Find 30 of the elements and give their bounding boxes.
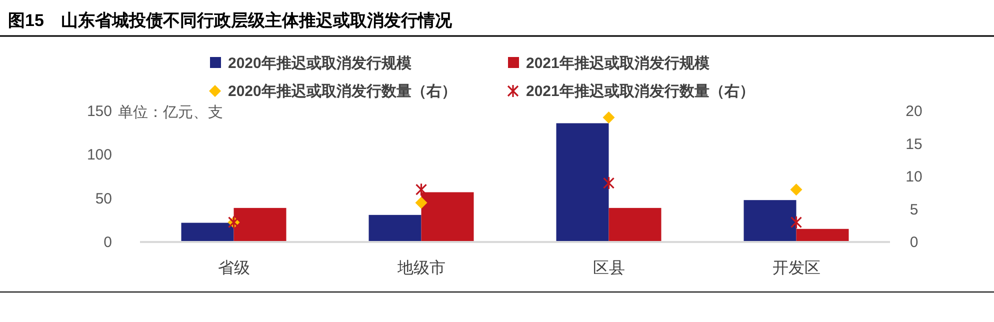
point (602, 176, 615, 190)
bar (744, 200, 796, 242)
bar (556, 123, 609, 242)
point (415, 196, 428, 209)
annotation: 单位：亿元、支 (118, 104, 223, 121)
x-tick-label: 区县 (592, 260, 625, 277)
x-tick-label: 省级 (218, 259, 250, 277)
x-tick-label: 开发区 (772, 260, 820, 277)
bar (181, 222, 234, 242)
y-tick-label: 150 (86, 103, 112, 120)
bar (368, 214, 422, 242)
x-tick-label: 地级市 (396, 259, 446, 277)
bar (608, 208, 662, 242)
y2-tick-label: 5 (910, 201, 918, 218)
legend-label: 2021年推迟或取消发行数量（右） (526, 83, 754, 100)
y-tick-label: 50 (95, 190, 112, 208)
y-tick-label: 0 (104, 234, 112, 251)
point (602, 112, 615, 124)
chart-title: 图15 山东省城投债不同行政层级主体推迟或取消发行情况 (8, 11, 453, 30)
legend-label: 2020年推迟或取消发行规模 (228, 55, 412, 72)
y2-tick-label: 10 (906, 168, 922, 186)
y2-tick-label: 0 (910, 234, 918, 251)
y-tick-label: 100 (86, 146, 112, 164)
y2-tick-label: 20 (906, 103, 922, 120)
point (415, 182, 428, 196)
y2-tick-label: 15 (906, 136, 922, 153)
legend-label: 2021年推迟或取消发行规模 (526, 55, 710, 72)
point (790, 216, 802, 230)
point (790, 184, 802, 196)
legend-label: 2020年推迟或取消发行数量（右） (228, 83, 456, 100)
